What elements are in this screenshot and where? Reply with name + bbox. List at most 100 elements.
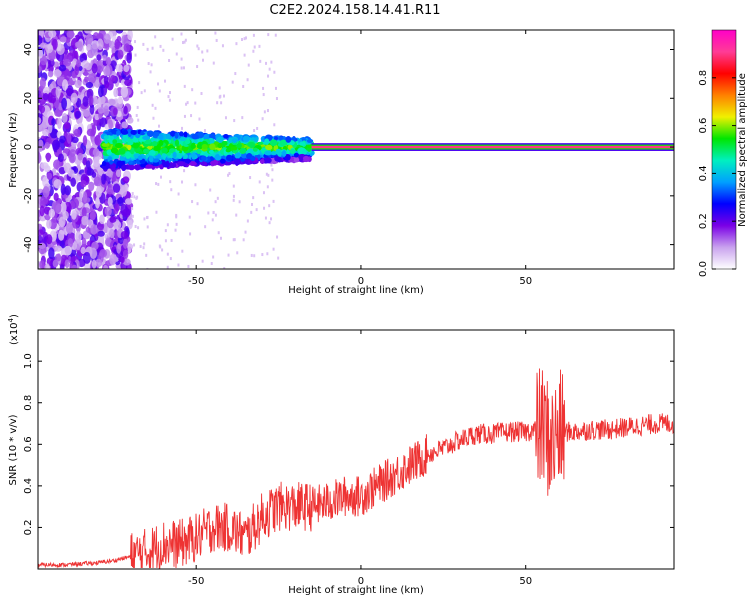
heatmap-cell [60,36,67,43]
heatmap-cell [217,143,223,149]
heatmap-cell [183,40,186,44]
heatmap-cell [162,48,165,52]
heatmap-cell [112,139,118,144]
heatmap-cell [125,198,133,205]
heatmap-cell [234,72,237,76]
heatmap-cell [154,106,157,110]
heatmap-cell [106,149,113,156]
heatmap-cell [102,54,107,62]
heatmap-cell [60,201,67,214]
heatmap-cell [150,63,153,67]
heatmap-cell [227,253,230,257]
heatmap-cell [264,150,272,156]
heatmap-cell [124,79,132,87]
heatmap-cell [123,43,131,53]
heatmap-cell [270,217,273,221]
heatmap-cell [190,114,193,118]
heatmap-cell [127,138,134,146]
heatmap-cell [158,124,161,128]
heatmap-cell [271,178,274,182]
heatmap-cell [306,143,313,149]
heatmap-cell [184,139,191,145]
heatmap-cell [191,200,194,204]
y-tick-label: 0.2 [23,519,34,535]
heatmap-cell [105,65,110,77]
heatmap-cell [74,110,82,119]
heatmap-cell [191,88,194,92]
heatmap-cell [91,63,98,74]
heatmap-cell [203,133,210,141]
heatmap-cell [212,61,215,65]
heatmap-cell [166,265,169,269]
heatmap-cell [71,209,77,220]
heatmap-cell [65,222,74,234]
heatmap-cell [243,37,246,41]
heatmap-cell [122,258,131,266]
heatmap-cell [116,130,121,136]
heatmap-cell [71,136,79,144]
heatmap-cell [241,116,244,120]
heatmap-cell [55,86,61,98]
heatmap-cell [106,131,113,137]
heatmap-cell [58,167,66,175]
heatmap-cell [183,154,188,159]
heatmap-cell [82,191,88,203]
heatmap-cell [189,160,197,167]
heatmap-cell [159,44,162,48]
x-tick-label: 50 [519,576,532,587]
heatmap-cell [38,65,42,74]
heatmap-cell [274,155,282,162]
heatmap-cell [48,247,55,260]
heatmap-cell [252,49,255,53]
heatmap-cell [172,151,177,159]
heatmap-cell [55,253,62,262]
heatmap-cell [196,65,199,69]
heatmap-cell [178,131,184,137]
heatmap-cell [95,258,102,268]
heatmap-cell [246,219,249,223]
heatmap-cell [81,215,89,226]
heatmap-cell [63,245,72,256]
heatmap-cell [236,143,242,149]
heatmap-cell [98,86,104,98]
heatmap-cell [63,58,72,67]
heatmap-cell [46,172,53,180]
heatmap-cell [121,130,129,135]
snr-plot-area [38,330,674,569]
heatmap-cell [136,105,139,109]
heatmap-cell [84,30,93,34]
heatmap-cell [181,126,184,130]
heatmap-cell [239,147,247,154]
heatmap-cell [278,136,284,141]
heatmap-cell [269,139,278,146]
heatmap-cell [122,176,130,184]
heatmap-cell [223,133,229,139]
heatmap-cell [224,116,227,120]
heatmap-cell [137,155,143,161]
heatmap-cell [242,84,245,88]
heatmap-cell [166,223,169,227]
heatmap-cell [273,123,276,127]
colorbar-tick-label: 0.4 [698,165,709,181]
heatmap-cell [276,235,279,239]
heatmap-cell [183,131,188,138]
heatmap-cell [44,141,50,149]
heatmap-cell [82,157,87,166]
heatmap-cell [115,142,123,149]
heatmap-cell [225,148,231,153]
heatmap-cell [293,156,300,163]
heatmap-cell [120,85,129,98]
heatmap-cell [155,210,158,214]
heatmap-cell [145,164,154,169]
heatmap-cell [146,267,149,269]
heatmap-cell [42,87,51,95]
heatmap-cell [249,176,252,180]
heatmap-cell [200,92,203,96]
heatmap-cell [101,161,107,167]
heatmap-cell [53,192,59,202]
heatmap-cell [272,199,275,203]
heatmap-cell [49,95,57,104]
heatmap-cell [155,182,158,186]
heatmap-cell [270,163,273,167]
heatmap-cell [270,60,273,64]
